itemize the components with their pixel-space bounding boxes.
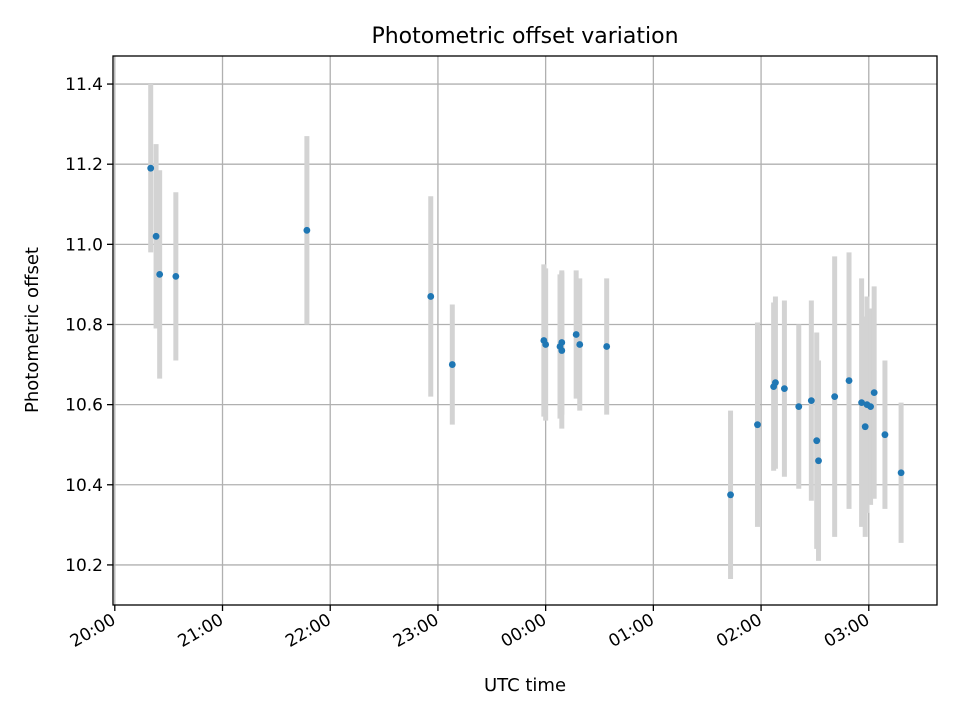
data-point (845, 377, 853, 384)
x-axis-label: UTC time (484, 675, 566, 696)
x-tick-label: 03:00 (821, 610, 873, 652)
y-tick-label: 11.2 (65, 155, 103, 175)
x-tick-label: 01:00 (605, 610, 657, 652)
data-point (861, 423, 869, 431)
data-point (897, 469, 905, 477)
data-point (576, 341, 584, 348)
data-point (427, 293, 435, 300)
x-tick-label: 23:00 (390, 610, 442, 652)
data-point (807, 397, 815, 405)
data-point (152, 232, 160, 240)
data-point (572, 331, 580, 338)
data-point (558, 339, 566, 346)
error-bars (148, 84, 904, 579)
data-point (858, 399, 866, 407)
data-point (867, 403, 874, 411)
y-tick-label: 10.8 (65, 315, 103, 335)
data-point (542, 341, 550, 348)
x-axis: 20:00 21:00 22:00 23:00 00:00 01:00 02:00 03:00 (67, 605, 873, 652)
data-point (795, 403, 803, 411)
y-tick-label: 11.0 (65, 235, 103, 255)
x-tick-label: 22:00 (282, 610, 334, 652)
data-point (558, 347, 566, 354)
data-point (881, 431, 889, 439)
y-axis: 10.2 10.4 10.6 10.8 11.0 11.2 11.4 (65, 75, 113, 576)
data-points (147, 164, 905, 499)
data-point (831, 393, 839, 401)
data-point (448, 361, 456, 368)
y-tick-label: 10.6 (65, 396, 103, 416)
data-point (172, 273, 180, 280)
chart-title: Photometric offset variation (371, 24, 678, 49)
data-point (781, 385, 788, 393)
data-point (603, 343, 611, 350)
data-point (727, 491, 734, 499)
data-point (813, 437, 821, 445)
x-tick-label: 00:00 (498, 610, 550, 652)
data-point (870, 389, 878, 397)
data-point (815, 457, 822, 465)
plot-frame (112, 55, 938, 606)
x-tick-label: 20:00 (67, 610, 119, 652)
y-tick-label: 10.4 (65, 476, 103, 496)
y-tick-label: 10.2 (65, 556, 103, 576)
y-axis-label: Photometric offset (22, 247, 43, 413)
x-tick-label: 02:00 (713, 610, 765, 652)
y-tick-label: 11.4 (65, 75, 103, 95)
data-point (156, 270, 164, 278)
x-tick-label: 21:00 (175, 610, 227, 652)
data-point (772, 379, 779, 386)
data-point (303, 226, 311, 234)
data-point (147, 164, 155, 172)
data-point (754, 421, 761, 429)
